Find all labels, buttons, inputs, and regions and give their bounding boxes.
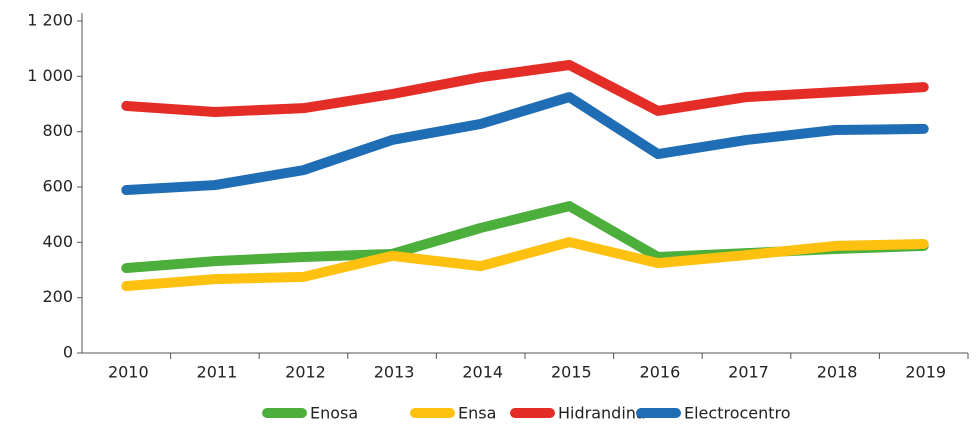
y-tick-label: 800	[42, 121, 73, 140]
y-tick-label: 1 200	[27, 11, 73, 30]
y-tick-label: 400	[42, 232, 73, 251]
legend-label: Enosa	[310, 404, 358, 423]
x-tick-label: 2010	[108, 363, 149, 382]
x-tick-label: 2018	[817, 363, 858, 382]
y-tick-label: 200	[42, 287, 73, 306]
x-tick-label: 2016	[640, 363, 681, 382]
x-tick-label: 2019	[905, 363, 946, 382]
series-line	[121, 92, 929, 196]
y-tick-label: 1 000	[27, 66, 73, 85]
legend-label: Electrocentro	[684, 404, 791, 423]
x-tick-label: 2014	[462, 363, 503, 382]
x-tick-label: 2012	[285, 363, 326, 382]
series-line	[121, 237, 929, 292]
series-line	[121, 59, 929, 118]
legend-label: Ensa	[458, 404, 496, 423]
y-tick-label: 600	[42, 177, 73, 196]
x-tick-label: 2015	[551, 363, 592, 382]
y-tick-label: 0	[63, 343, 73, 362]
x-tick-label: 2011	[197, 363, 238, 382]
x-tick-label: 2017	[728, 363, 769, 382]
x-tick-label: 2013	[374, 363, 415, 382]
legend-label: Hidrandina	[558, 404, 646, 423]
